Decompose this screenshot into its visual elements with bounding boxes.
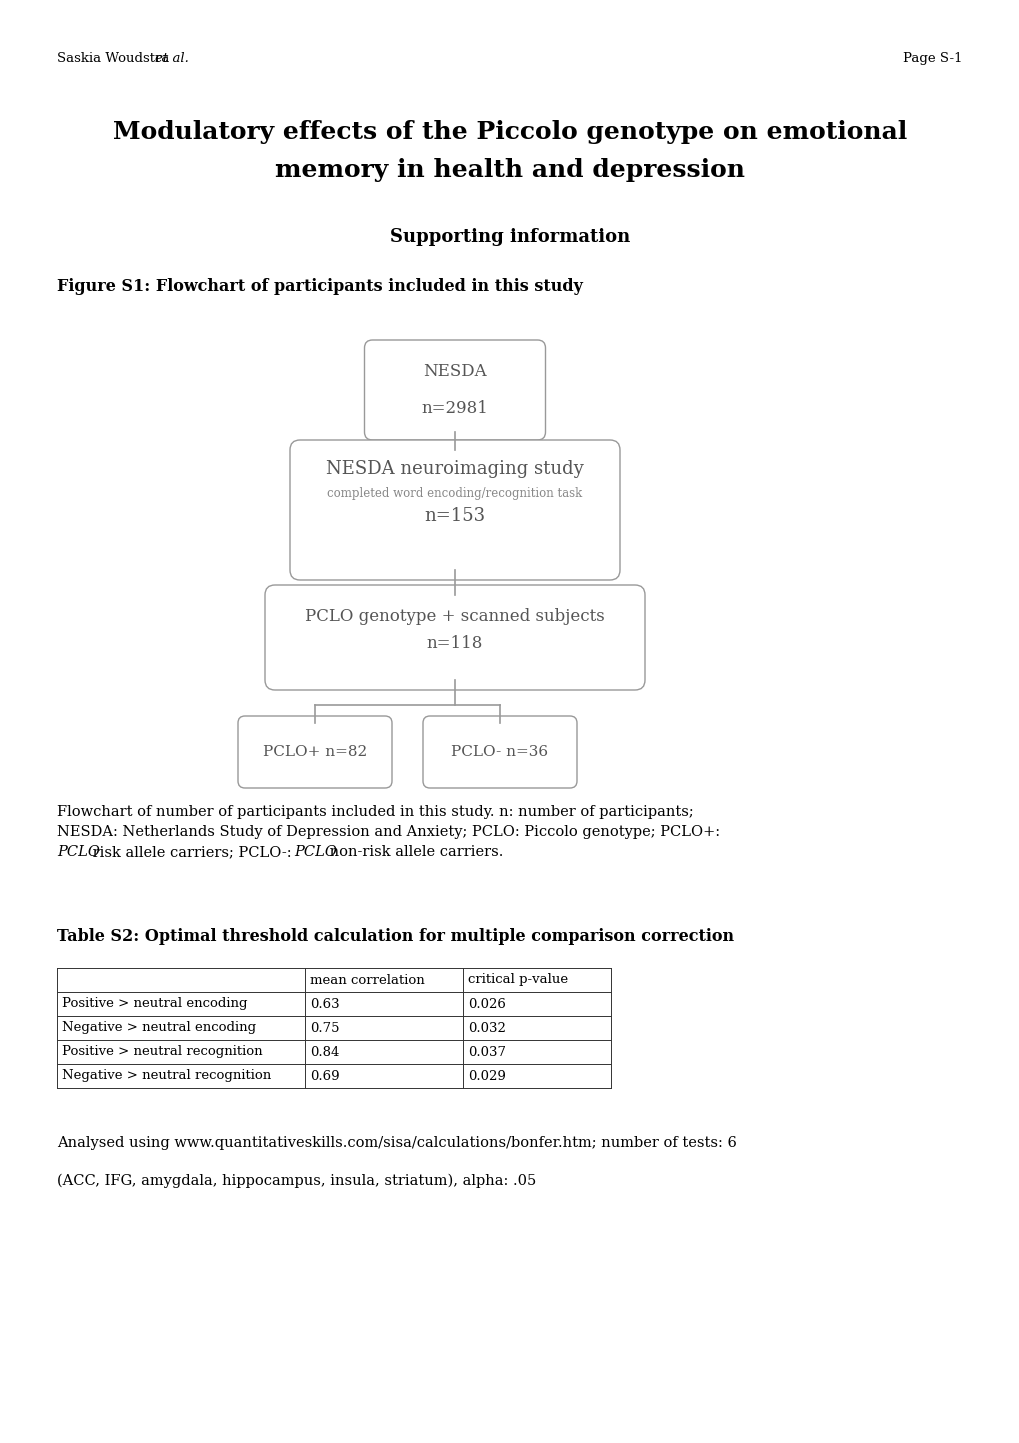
Text: completed word encoding/recognition task: completed word encoding/recognition task (327, 486, 582, 501)
Text: NESDA neuroimaging study: NESDA neuroimaging study (326, 460, 583, 478)
Text: PCLO+ n=82: PCLO+ n=82 (263, 745, 367, 759)
Text: et al.: et al. (155, 52, 189, 65)
Text: Flowchart of number of participants included in this study. n: number of partici: Flowchart of number of participants incl… (57, 805, 693, 820)
FancyBboxPatch shape (237, 716, 391, 788)
Text: PCLO: PCLO (57, 846, 100, 859)
Text: 0.84: 0.84 (310, 1046, 339, 1059)
Text: Modulatory effects of the Piccolo genotype on emotional: Modulatory effects of the Piccolo genoty… (113, 120, 906, 144)
Text: n=153: n=153 (424, 506, 485, 525)
Text: Page S-1: Page S-1 (903, 52, 962, 65)
Text: mean correlation: mean correlation (310, 974, 424, 987)
FancyBboxPatch shape (423, 716, 577, 788)
Text: PCLO genotype + scanned subjects: PCLO genotype + scanned subjects (305, 608, 604, 625)
Text: Figure S1: Flowchart of participants included in this study: Figure S1: Flowchart of participants inc… (57, 278, 582, 294)
Text: n=2981: n=2981 (421, 400, 488, 417)
Text: 0.75: 0.75 (310, 1022, 339, 1035)
Text: Saskia Woudstra: Saskia Woudstra (57, 52, 173, 65)
Text: PCLO- n=36: PCLO- n=36 (451, 745, 548, 759)
Text: NESDA: Netherlands Study of Depression and Anxiety; PCLO: Piccolo genotype; PCLO: NESDA: Netherlands Study of Depression a… (57, 825, 719, 838)
Text: memory in health and depression: memory in health and depression (275, 157, 744, 182)
Text: 0.026: 0.026 (468, 997, 505, 1010)
FancyBboxPatch shape (364, 341, 545, 440)
Text: critical p-value: critical p-value (468, 974, 568, 987)
Text: PCLO: PCLO (293, 846, 336, 859)
Text: n=118: n=118 (426, 635, 483, 652)
Text: 0.63: 0.63 (310, 997, 339, 1010)
Text: (ACC, IFG, amygdala, hippocampus, insula, striatum), alpha: .05: (ACC, IFG, amygdala, hippocampus, insula… (57, 1175, 536, 1189)
Text: Positive > neutral encoding: Positive > neutral encoding (62, 997, 248, 1010)
Text: Table S2: Optimal threshold calculation for multiple comparison correction: Table S2: Optimal threshold calculation … (57, 928, 734, 945)
Text: non-risk allele carriers.: non-risk allele carriers. (325, 846, 503, 859)
FancyBboxPatch shape (289, 440, 620, 580)
Text: risk allele carriers; PCLO-:: risk allele carriers; PCLO-: (88, 846, 296, 859)
Text: 0.029: 0.029 (468, 1069, 505, 1082)
Text: NESDA: NESDA (423, 364, 486, 380)
Text: Supporting information: Supporting information (389, 228, 630, 245)
FancyBboxPatch shape (265, 584, 644, 690)
Text: Negative > neutral recognition: Negative > neutral recognition (62, 1069, 271, 1082)
Text: Positive > neutral recognition: Positive > neutral recognition (62, 1046, 262, 1059)
Text: Negative > neutral encoding: Negative > neutral encoding (62, 1022, 256, 1035)
Text: 0.037: 0.037 (468, 1046, 505, 1059)
Text: 0.69: 0.69 (310, 1069, 339, 1082)
Text: Analysed using www.quantitativeskills.com/sisa/calculations/bonfer.htm; number o: Analysed using www.quantitativeskills.co… (57, 1136, 736, 1150)
Text: 0.032: 0.032 (468, 1022, 505, 1035)
